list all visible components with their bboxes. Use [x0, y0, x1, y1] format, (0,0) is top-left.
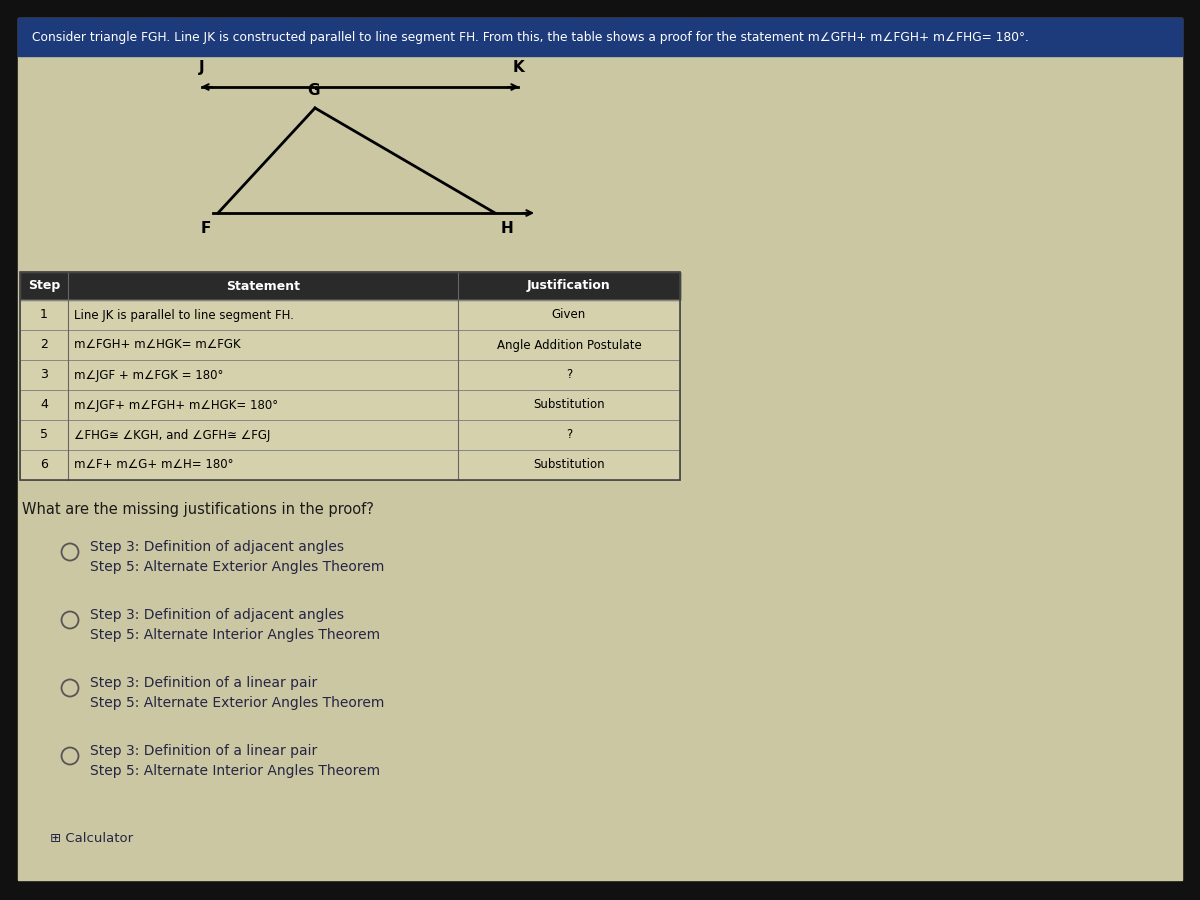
Text: 4: 4 [40, 399, 48, 411]
Text: Justification: Justification [527, 280, 611, 292]
Text: ⊞ Calculator: ⊞ Calculator [50, 832, 133, 845]
Bar [20, 450, 680, 480]
Text: ?: ? [566, 368, 572, 382]
Text: Step 3: Definition of a linear pair: Step 3: Definition of a linear pair [90, 676, 317, 690]
Text: 6: 6 [40, 458, 48, 472]
Bar [20, 330, 680, 360]
Bar [20, 272, 680, 300]
Text: F: F [200, 221, 211, 236]
Bar [20, 360, 680, 390]
Text: Substitution: Substitution [533, 458, 605, 472]
Bar [20, 420, 680, 450]
Text: m∠F+ m∠G+ m∠H= 180°: m∠F+ m∠G+ m∠H= 180° [74, 458, 234, 472]
Text: 2: 2 [40, 338, 48, 352]
Text: Statement: Statement [226, 280, 300, 292]
Bar [20, 300, 680, 330]
Text: 5: 5 [40, 428, 48, 442]
Bar [20, 420, 680, 450]
Text: Step 5: Alternate Interior Angles Theorem: Step 5: Alternate Interior Angles Theore… [90, 628, 380, 642]
Text: G: G [307, 83, 319, 98]
Bar [18, 18, 1182, 56]
Bar [20, 390, 680, 420]
Bar [20, 330, 680, 360]
Text: What are the missing justifications in the proof?: What are the missing justifications in t… [22, 502, 374, 517]
Text: 1: 1 [40, 309, 48, 321]
Text: Given: Given [552, 309, 586, 321]
Text: Step: Step [28, 280, 60, 292]
Bar [20, 300, 680, 330]
Text: Substitution: Substitution [533, 399, 605, 411]
Text: Angle Addition Postulate: Angle Addition Postulate [497, 338, 641, 352]
Text: Line JK is parallel to line segment FH.: Line JK is parallel to line segment FH. [74, 309, 294, 321]
Text: m∠FGH+ m∠HGK= m∠FGK: m∠FGH+ m∠HGK= m∠FGK [74, 338, 241, 352]
Bar [20, 390, 680, 420]
Bar [20, 272, 680, 480]
Bar [20, 450, 680, 480]
Text: J: J [199, 60, 205, 75]
Text: ?: ? [566, 428, 572, 442]
Text: m∠JGF + m∠FGK = 180°: m∠JGF + m∠FGK = 180° [74, 368, 223, 382]
Text: K: K [512, 60, 524, 75]
Bar [20, 360, 680, 390]
Text: Step 3: Definition of a linear pair: Step 3: Definition of a linear pair [90, 744, 317, 758]
Text: H: H [500, 221, 514, 236]
Text: ∠FHG≅ ∠KGH, and ∠GFH≅ ∠FGJ: ∠FHG≅ ∠KGH, and ∠GFH≅ ∠FGJ [74, 428, 270, 442]
Text: Step 5: Alternate Exterior Angles Theorem: Step 5: Alternate Exterior Angles Theore… [90, 560, 384, 574]
Bar [20, 272, 680, 300]
Text: Step 5: Alternate Interior Angles Theorem: Step 5: Alternate Interior Angles Theore… [90, 764, 380, 778]
Text: 3: 3 [40, 368, 48, 382]
Text: m∠JGF+ m∠FGH+ m∠HGK= 180°: m∠JGF+ m∠FGH+ m∠HGK= 180° [74, 399, 278, 411]
Text: Step 5: Alternate Exterior Angles Theorem: Step 5: Alternate Exterior Angles Theore… [90, 696, 384, 710]
Text: Step 3: Definition of adjacent angles: Step 3: Definition of adjacent angles [90, 608, 344, 622]
Text: Consider triangle FGH. Line JK is constructed parallel to line segment FH. From : Consider triangle FGH. Line JK is constr… [32, 31, 1028, 43]
Text: Step 3: Definition of adjacent angles: Step 3: Definition of adjacent angles [90, 540, 344, 554]
